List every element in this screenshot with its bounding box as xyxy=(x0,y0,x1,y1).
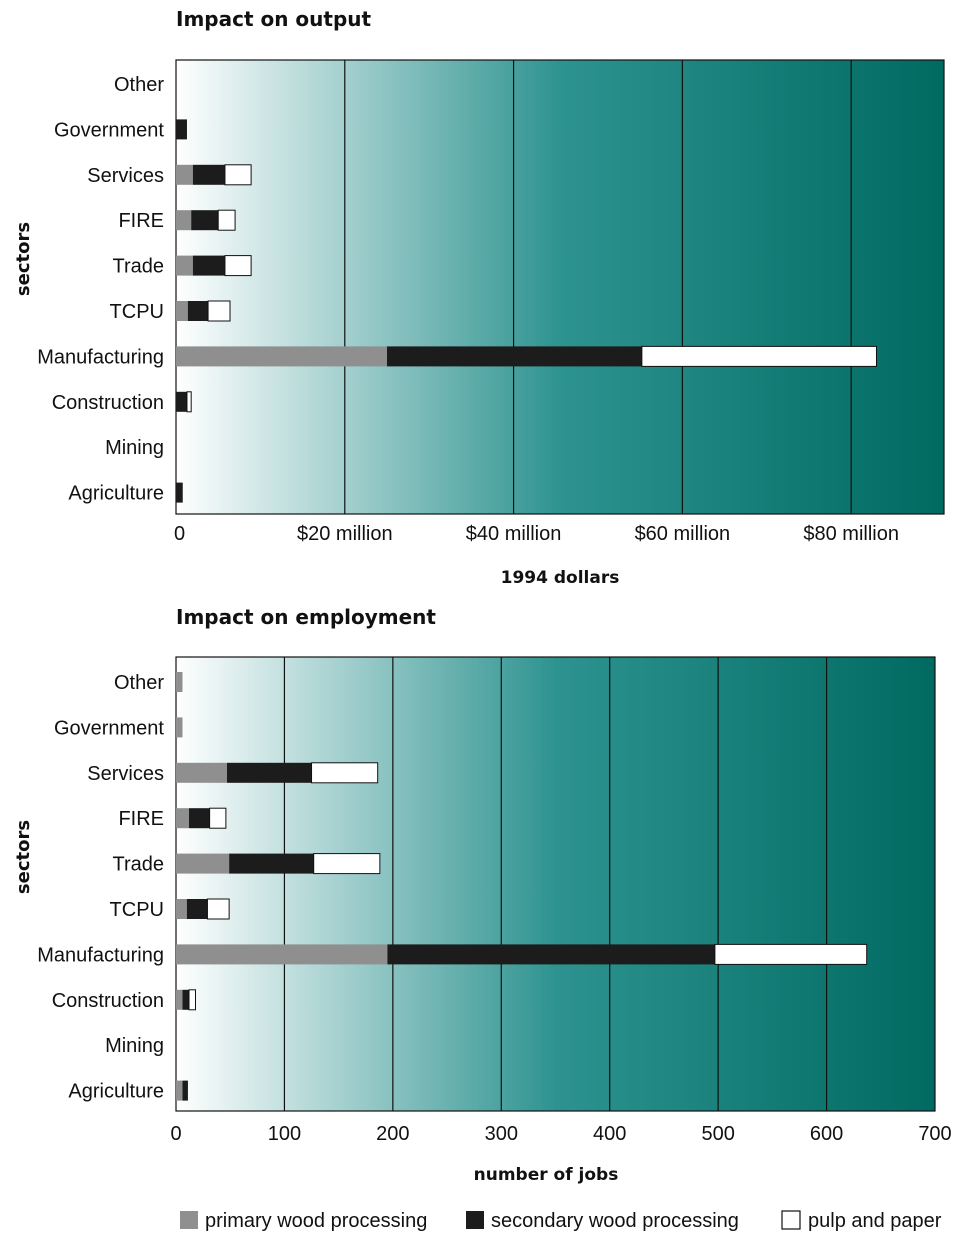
employment-chart: Impact on employment sectors 0 100 200 300 4… xyxy=(13,605,952,1185)
bar-segment-secondary xyxy=(189,808,210,829)
legend-label-pulp: pulp and paper xyxy=(808,1210,942,1232)
category-label: FIRE xyxy=(118,808,164,830)
bar-segment-secondary xyxy=(192,255,225,276)
plot-background xyxy=(175,656,936,1112)
category-label: Mining xyxy=(105,1035,164,1057)
bar-segment-pulp xyxy=(188,989,197,1011)
x-tick-label: 0 xyxy=(174,523,185,545)
category-label: Other xyxy=(114,74,164,96)
bar-segment-primary xyxy=(176,210,192,231)
legend-item-primary: primary wood processing xyxy=(180,1210,427,1232)
bar-segment-primary xyxy=(176,301,188,321)
bar-segment-primary xyxy=(176,255,193,276)
category-label: Manufacturing xyxy=(37,944,164,966)
x-tick-label: 600 xyxy=(810,1123,843,1145)
bar-segment-secondary xyxy=(226,762,312,783)
bar-segment-pulp xyxy=(186,391,192,413)
bar-segment-primary xyxy=(176,717,183,738)
x-tick-label: 200 xyxy=(376,1123,409,1145)
bar-segment-pulp xyxy=(206,898,230,920)
bar-segment-secondary xyxy=(192,164,225,185)
category-label: Other xyxy=(114,672,164,694)
category-label: Manufacturing xyxy=(37,346,164,368)
bar-segment-secondary xyxy=(176,119,187,140)
bar-segment-pulp xyxy=(224,164,252,186)
bar-segment-secondary xyxy=(187,301,209,321)
output-chart: Impact on output sectors 0 $20 million $40… xyxy=(13,7,945,588)
black-square-icon xyxy=(466,1211,484,1229)
employment-x-axis-label: number of jobs xyxy=(474,1165,619,1185)
plot-background xyxy=(175,59,945,515)
bar-segment-pulp xyxy=(209,807,227,829)
bar-segment-secondary xyxy=(182,989,190,1010)
output-chart-title: Impact on output xyxy=(176,7,372,31)
category-label: Mining xyxy=(105,437,164,459)
bar-segment-primary xyxy=(176,672,183,692)
bar-segment-primary xyxy=(176,989,183,1010)
category-label: Services xyxy=(87,763,164,785)
x-tick-label: 0 xyxy=(170,1123,181,1145)
bar-segment-pulp xyxy=(714,943,868,965)
legend: primary wood processing secondary wood p… xyxy=(180,1210,942,1232)
legend-label-primary: primary wood processing xyxy=(205,1210,427,1232)
bar-segment-pulp xyxy=(641,345,877,367)
bar-segment-secondary xyxy=(229,853,314,874)
bar-segment-primary xyxy=(176,853,230,874)
bar-segment-secondary xyxy=(387,944,715,965)
bar-segment-pulp xyxy=(217,209,236,231)
category-label: TCPU xyxy=(110,301,164,323)
bar-segment-primary xyxy=(176,346,387,367)
employment-y-axis-label: sectors xyxy=(13,820,34,894)
x-tick-label: 100 xyxy=(268,1123,301,1145)
bar-segment-secondary xyxy=(176,482,183,503)
category-label: TCPU xyxy=(110,899,164,921)
x-tick-label: $80 million xyxy=(803,523,899,545)
category-label: Agriculture xyxy=(68,483,164,505)
legend-item-pulp: pulp and paper xyxy=(781,1210,942,1232)
x-tick-label: 500 xyxy=(701,1123,734,1145)
bar-segment-secondary xyxy=(186,899,208,919)
category-label: Trade xyxy=(112,256,164,278)
bar-segment-primary xyxy=(176,762,227,783)
bar-segment-pulp xyxy=(207,300,231,322)
employment-chart-title: Impact on employment xyxy=(176,605,436,629)
x-tick-label: 300 xyxy=(485,1123,518,1145)
bar-segment-pulp xyxy=(311,762,379,784)
bar-segment-primary xyxy=(176,899,187,919)
category-label: Government xyxy=(54,717,164,739)
bar-segment-primary xyxy=(176,1080,183,1101)
category-label: Agriculture xyxy=(68,1081,164,1103)
bar-segment-primary xyxy=(176,164,193,185)
bar-segment-secondary xyxy=(176,391,187,412)
output-y-axis-label: sectors xyxy=(13,222,34,296)
x-tick-label: 700 xyxy=(918,1123,951,1145)
category-label: Construction xyxy=(52,990,164,1012)
legend-label-secondary: secondary wood processing xyxy=(491,1210,739,1232)
x-tick-label: $40 million xyxy=(466,523,562,545)
category-label: Government xyxy=(54,119,164,141)
x-tick-label: $60 million xyxy=(635,523,731,545)
category-label: Services xyxy=(87,165,164,187)
category-label: Trade xyxy=(112,854,164,876)
legend-item-secondary: secondary wood processing xyxy=(466,1210,739,1232)
bar-segment-pulp xyxy=(224,255,252,277)
output-x-axis-label: 1994 dollars xyxy=(501,568,620,588)
category-label: FIRE xyxy=(118,210,164,232)
bar-segment-secondary xyxy=(182,1080,188,1101)
x-tick-label: 400 xyxy=(593,1123,626,1145)
gray-square-icon xyxy=(180,1211,198,1229)
white-square-icon xyxy=(781,1210,801,1230)
bar-segment-secondary xyxy=(386,346,642,367)
bar-segment-primary xyxy=(176,808,190,829)
bar-segment-pulp xyxy=(313,853,381,875)
x-tick-label: $20 million xyxy=(297,523,393,545)
bar-segment-secondary xyxy=(191,210,219,231)
bar-segment-primary xyxy=(176,944,388,965)
category-label: Construction xyxy=(52,392,164,414)
